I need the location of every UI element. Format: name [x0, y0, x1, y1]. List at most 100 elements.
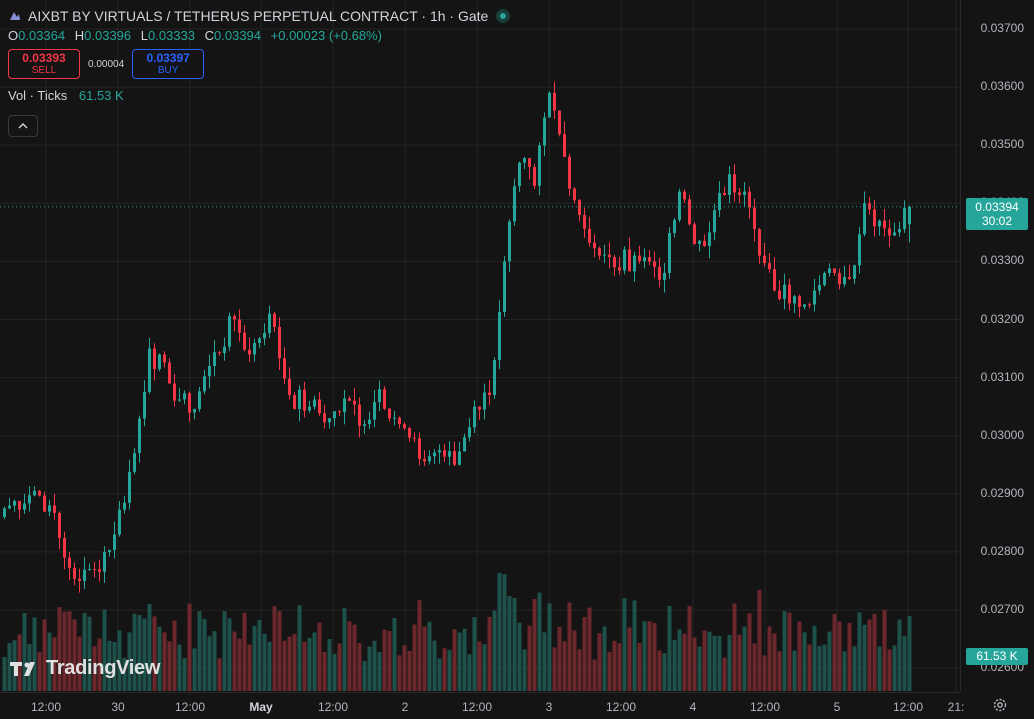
volume-bar: [188, 604, 192, 691]
price-tick-label: 0.02800: [981, 544, 1024, 558]
volume-bar: [298, 605, 302, 691]
buy-button[interactable]: 0.03397 BUY: [132, 49, 204, 79]
candle: [873, 200, 876, 237]
volume-bar: [438, 658, 442, 691]
candle: [173, 374, 176, 406]
candle: [198, 387, 201, 412]
volume-bar: [758, 590, 762, 691]
volume-bar: [688, 606, 692, 691]
volume-bar: [253, 626, 257, 691]
volume-bar: [178, 645, 182, 691]
sell-button[interactable]: 0.03393 SELL: [8, 49, 80, 79]
change-value: +0.00023 (+0.68%): [271, 28, 382, 43]
symbol-title[interactable]: AIXBT BY VIRTUALS / TETHERUS PERPETUAL C…: [28, 8, 488, 24]
volume-bar: [798, 622, 802, 691]
candle: [668, 227, 671, 279]
volume-bar: [228, 618, 232, 691]
candle: [188, 392, 191, 422]
volume-bar: [753, 643, 757, 691]
candle: [673, 218, 676, 238]
volume-bar: [373, 641, 377, 691]
candle: [8, 498, 11, 510]
volume-bar: [838, 622, 842, 691]
candle: [33, 486, 36, 496]
volume-bar: [293, 634, 297, 691]
volume-bar: [823, 645, 827, 691]
volume-bar: [833, 614, 837, 691]
market-status-icon[interactable]: [496, 9, 510, 23]
price-axis[interactable]: 0.037000.036000.035000.034000.033000.032…: [960, 0, 1034, 692]
candle: [563, 121, 566, 157]
volume-bar: [663, 653, 667, 691]
time-tick-label: 12:00: [750, 700, 780, 714]
price-tick-label: 0.03500: [981, 137, 1024, 151]
volume-bar: [613, 641, 617, 691]
volume-bar: [828, 632, 832, 691]
candle: [473, 400, 476, 433]
volume-bar: [623, 598, 627, 691]
low-value: 0.03333: [148, 28, 195, 43]
candle: [298, 385, 301, 421]
gear-icon[interactable]: [992, 697, 1008, 713]
volume-bar: [858, 612, 862, 691]
volume-bar: [738, 635, 742, 691]
candle: [688, 195, 691, 226]
tradingview-watermark[interactable]: TradingView: [10, 657, 160, 680]
candle: [433, 449, 436, 464]
volume-bar: [268, 642, 272, 691]
candle: [328, 418, 331, 428]
candle: [558, 110, 561, 136]
candle: [713, 204, 716, 241]
volume-legend[interactable]: Vol · Ticks 61.53 K: [8, 88, 510, 104]
volume-bar: [778, 651, 782, 691]
volume-bar: [853, 646, 857, 691]
volume-bar: [813, 626, 817, 691]
candle: [898, 222, 901, 237]
candle: [238, 309, 241, 341]
volume-bar: [243, 613, 247, 691]
time-axis[interactable]: 12:00 30 12:00 May 12:00 2 12:00 3 12:00 4 12:00 5 1…: [0, 692, 960, 719]
candle: [148, 338, 151, 394]
close-value: 0.03394: [214, 28, 261, 43]
chevron-up-icon: [18, 123, 28, 129]
candle: [338, 410, 341, 416]
candle: [533, 164, 536, 189]
volume-bar: [518, 623, 522, 691]
candle: [28, 486, 31, 511]
candle: [808, 303, 811, 309]
candle: [418, 432, 421, 465]
candle: [728, 166, 731, 203]
candle: [163, 351, 166, 367]
candle: [183, 390, 186, 404]
volume-bar: [598, 633, 602, 691]
candle: [13, 500, 16, 512]
volume-bar: [338, 643, 342, 691]
volume-bar: [283, 641, 287, 691]
volume-bar: [608, 652, 612, 691]
watermark-text: TradingView: [46, 657, 160, 680]
candle: [603, 245, 606, 263]
candle: [18, 501, 21, 520]
volume-bar: [908, 616, 912, 691]
volume-bar: [748, 613, 752, 691]
time-tick-label: 12:00: [175, 700, 205, 714]
candle: [843, 266, 846, 287]
volume-bar: [603, 626, 607, 691]
candle: [548, 91, 551, 117]
volume-bar: [143, 619, 147, 691]
candle: [398, 417, 401, 429]
candle: [508, 219, 511, 271]
collapse-legend-button[interactable]: [8, 115, 38, 137]
volume-bar: [218, 658, 222, 691]
candle: [428, 450, 431, 464]
candle: [378, 381, 381, 412]
volume-bar: [288, 637, 292, 691]
volume-bar: [433, 641, 437, 691]
candle: [23, 494, 26, 514]
candle: [288, 367, 291, 399]
candle: [108, 549, 111, 556]
candle: [113, 522, 116, 559]
candle: [153, 343, 156, 380]
candle: [58, 511, 61, 549]
volume-bar: [483, 644, 487, 691]
